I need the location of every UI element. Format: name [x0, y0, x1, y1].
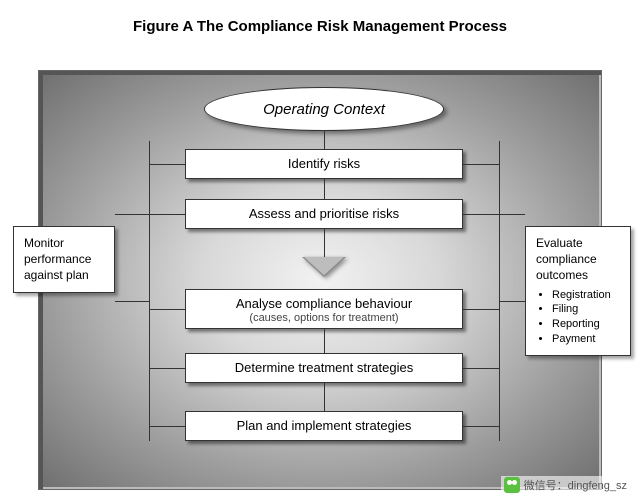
step-label: Assess and prioritise risks [249, 206, 399, 221]
connector [115, 301, 149, 302]
step-determine-strategies: Determine treatment strategies [185, 353, 463, 383]
connector [149, 309, 185, 310]
connector [149, 426, 185, 427]
list-item: Reporting [552, 317, 620, 332]
connector [324, 229, 325, 257]
right-box-title: Evaluate compliance outcomes [536, 236, 597, 282]
connector [463, 164, 499, 165]
connector [463, 309, 499, 310]
connector [499, 141, 500, 441]
step-assess-prioritise: Assess and prioritise risks [185, 199, 463, 229]
list-item: Registration [552, 288, 620, 303]
step-label: Identify risks [288, 156, 360, 171]
operating-context-ellipse: Operating Context [204, 87, 444, 131]
watermark: 微信号：dingfeng_sz [501, 476, 630, 494]
down-arrow-icon [302, 257, 346, 277]
connector [149, 141, 150, 441]
step-sublabel: (causes, options for treatment) [190, 312, 458, 326]
list-item: Payment [552, 332, 620, 347]
outcomes-list: Registration Filing Reporting Payment [536, 288, 620, 347]
connector [499, 301, 525, 302]
step-analyse-behaviour: Analyse compliance behaviour (causes, op… [185, 289, 463, 329]
connector [149, 368, 185, 369]
figure-title: Figure A The Compliance Risk Management … [0, 0, 640, 45]
monitor-performance-box: Monitor performance against plan [13, 226, 115, 293]
step-label: Plan and implement strategies [237, 418, 412, 433]
main-panel: Operating Context Identify risks Assess … [38, 70, 602, 490]
context-label: Operating Context [263, 101, 385, 118]
connector [463, 214, 525, 215]
connector [149, 164, 185, 165]
step-label: Determine treatment strategies [235, 360, 413, 375]
wechat-icon [504, 477, 520, 493]
evaluate-outcomes-box: Evaluate compliance outcomes Registratio… [525, 226, 631, 356]
step-label: Analyse compliance behaviour [236, 296, 412, 311]
connector [463, 368, 499, 369]
connector [324, 179, 325, 199]
step-plan-implement: Plan and implement strategies [185, 411, 463, 441]
connector [324, 329, 325, 353]
step-identify-risks: Identify risks [185, 149, 463, 179]
list-item: Filing [552, 302, 620, 317]
connector [324, 383, 325, 411]
connector [463, 426, 499, 427]
connector [115, 214, 185, 215]
connector [324, 131, 325, 149]
left-box-text: Monitor performance against plan [24, 236, 91, 282]
watermark-text: 微信号：dingfeng_sz [524, 477, 627, 493]
